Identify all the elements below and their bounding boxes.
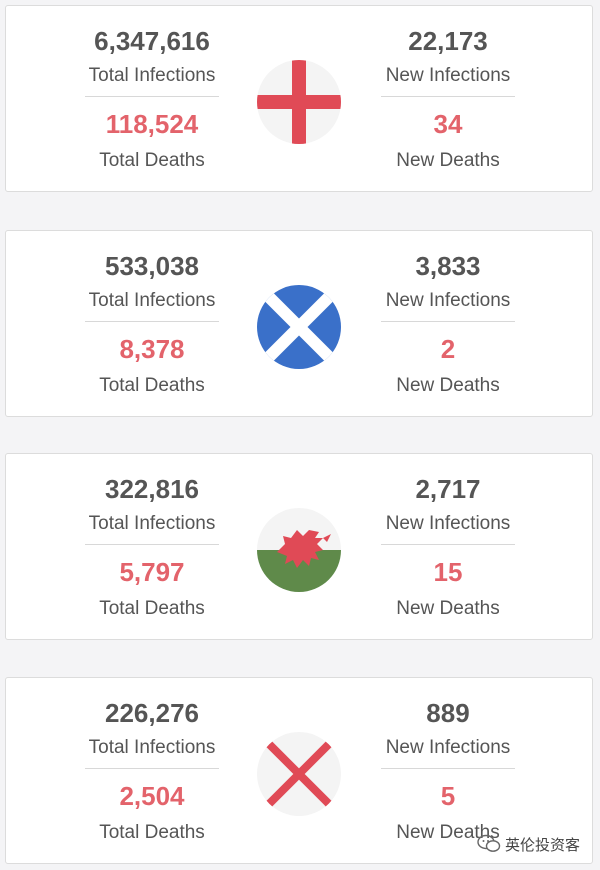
total-deaths-value: 2,504	[119, 781, 185, 811]
new-infections-label: New Infections	[385, 737, 511, 758]
new-infections-value: 3,833	[415, 251, 481, 281]
new-infections-label: New Infections	[385, 65, 511, 86]
new-deaths-label: New Deaths	[396, 150, 500, 171]
total-deaths-label: Total Deaths	[99, 598, 205, 619]
total-infections-value: 226,276	[105, 698, 199, 728]
total-infections-label: Total Infections	[88, 737, 216, 758]
watermark-text: 英伦投资客	[505, 835, 581, 854]
new-deaths-value: 15	[433, 557, 463, 587]
divider	[381, 768, 515, 769]
new-deaths-value: 2	[440, 334, 456, 364]
wales-flag-icon	[257, 508, 341, 592]
region-card-northern-ireland: 226,276 Total Infections 2,504 Total Dea…	[5, 677, 593, 864]
total-deaths-label: Total Deaths	[99, 375, 205, 396]
new-infections-label: New Infections	[385, 513, 511, 534]
new-infections-label: New Infections	[385, 290, 511, 311]
total-infections-value: 6,347,616	[94, 26, 210, 56]
total-infections-label: Total Infections	[88, 290, 216, 311]
totals-column: 533,038 Total Infections 8,378 Total Dea…	[82, 231, 222, 398]
new-infections-value: 889	[426, 698, 470, 728]
total-infections-value: 533,038	[105, 251, 199, 281]
total-deaths-label: Total Deaths	[99, 150, 205, 171]
divider	[85, 321, 219, 322]
scotland-flag-icon	[257, 285, 341, 369]
totals-column: 6,347,616 Total Infections 118,524 Total…	[82, 6, 222, 173]
new-deaths-value: 5	[440, 781, 456, 811]
region-card-wales: 322,816 Total Infections 5,797 Total Dea…	[5, 453, 593, 640]
total-infections-label: Total Infections	[88, 513, 216, 534]
divider	[381, 544, 515, 545]
total-deaths-value: 8,378	[119, 334, 185, 364]
wechat-icon	[477, 834, 501, 852]
new-column: 3,833 New Infections 2 New Deaths	[378, 231, 518, 398]
divider	[381, 321, 515, 322]
total-infections-value: 322,816	[105, 474, 199, 504]
divider	[85, 768, 219, 769]
total-deaths-value: 118,524	[105, 109, 199, 139]
new-deaths-value: 34	[433, 109, 463, 139]
new-deaths-label: New Deaths	[396, 598, 500, 619]
total-deaths-value: 5,797	[119, 557, 185, 587]
watermark: 英伦投资客	[477, 830, 580, 858]
totals-column: 226,276 Total Infections 2,504 Total Dea…	[82, 678, 222, 845]
new-column: 889 New Infections 5 New Deaths	[378, 678, 518, 845]
new-deaths-label: New Deaths	[396, 822, 500, 843]
divider	[85, 96, 219, 97]
northern-ireland-flag-icon	[257, 732, 341, 816]
england-flag-icon	[257, 60, 341, 144]
new-deaths-label: New Deaths	[396, 375, 500, 396]
divider	[381, 96, 515, 97]
region-card-england: 6,347,616 Total Infections 118,524 Total…	[5, 5, 593, 192]
new-column: 22,173 New Infections 34 New Deaths	[378, 6, 518, 173]
total-deaths-label: Total Deaths	[99, 822, 205, 843]
new-column: 2,717 New Infections 15 New Deaths	[378, 454, 518, 621]
totals-column: 322,816 Total Infections 5,797 Total Dea…	[82, 454, 222, 621]
region-card-scotland: 533,038 Total Infections 8,378 Total Dea…	[5, 230, 593, 417]
total-infections-label: Total Infections	[88, 65, 216, 86]
new-infections-value: 22,173	[408, 26, 488, 56]
new-infections-value: 2,717	[415, 474, 481, 504]
divider	[85, 544, 219, 545]
